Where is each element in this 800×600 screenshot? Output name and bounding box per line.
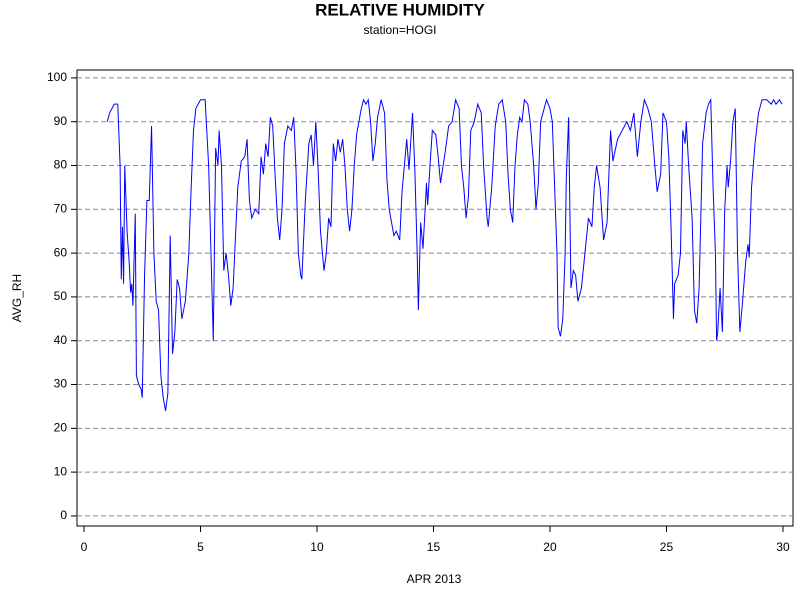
y-tick-label: 100 xyxy=(47,70,67,84)
y-axis-label: AVG_RH xyxy=(10,274,24,322)
plot-frame xyxy=(76,69,794,527)
x-tick-label: 15 xyxy=(427,540,441,554)
y-tick-label: 30 xyxy=(54,377,68,391)
x-tick-label: 0 xyxy=(81,540,88,554)
x-tick-label: 30 xyxy=(776,540,790,554)
x-axis-label: APR 2013 xyxy=(407,572,462,586)
x-tick-label: 10 xyxy=(310,540,324,554)
x-tick-label: 25 xyxy=(660,540,674,554)
x-tick-label: 5 xyxy=(197,540,204,554)
x-tick-label: 20 xyxy=(543,540,557,554)
y-tick-label: 50 xyxy=(54,289,68,303)
y-tick-label: 20 xyxy=(54,420,68,434)
y-tick-label: 90 xyxy=(54,114,68,128)
y-tick-label: 80 xyxy=(54,158,68,172)
y-tick-label: 10 xyxy=(54,464,68,478)
chart-title: RELATIVE HUMIDITY xyxy=(315,0,485,19)
y-tick-label: 60 xyxy=(54,245,68,259)
y-tick-label: 0 xyxy=(60,508,67,522)
chart-subtitle: station=HOGI xyxy=(363,23,436,37)
data-line xyxy=(106,97,783,411)
y-tick-label: 70 xyxy=(54,201,68,215)
y-tick-label: 40 xyxy=(54,333,68,347)
